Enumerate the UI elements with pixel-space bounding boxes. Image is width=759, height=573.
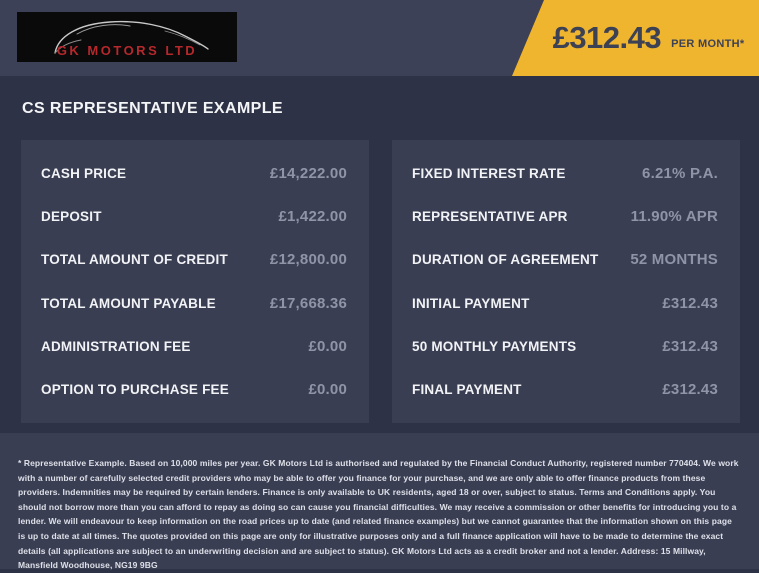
finance-panel-left: CASH PRICE £14,222.00 DEPOSIT £1,422.00 … bbox=[21, 140, 369, 423]
disclaimer-text: * Representative Example. Based on 10,00… bbox=[18, 458, 739, 571]
row-label: 50 MONTHLY PAYMENTS bbox=[412, 338, 577, 354]
header: GK MOTORS LTD £312.43 PER MONTH* bbox=[0, 0, 759, 76]
row-label: INITIAL PAYMENT bbox=[412, 295, 530, 311]
row-value: 6.21% P.A. bbox=[642, 165, 718, 183]
row-label: FINAL PAYMENT bbox=[412, 381, 522, 397]
row-value: £312.43 bbox=[662, 380, 718, 398]
finance-row-option-to-purchase-fee: OPTION TO PURCHASE FEE £0.00 bbox=[41, 381, 347, 398]
row-value: £12,800.00 bbox=[269, 251, 347, 269]
page-title: CS REPRESENTATIVE EXAMPLE bbox=[22, 100, 283, 117]
monthly-price-amount: £312.43 bbox=[552, 20, 662, 55]
dealer-logo[interactable]: GK MOTORS LTD bbox=[17, 12, 237, 62]
row-label: OPTION TO PURCHASE FEE bbox=[41, 381, 229, 397]
finance-row-total-credit: TOTAL AMOUNT OF CREDIT £12,800.00 bbox=[41, 251, 347, 268]
monthly-price-banner: £312.43 PER MONTH* bbox=[512, 0, 759, 76]
row-value: £0.00 bbox=[308, 337, 347, 355]
finance-row-cash-price: CASH PRICE £14,222.00 bbox=[41, 165, 347, 182]
row-label: ADMINISTRATION FEE bbox=[41, 338, 191, 354]
logo-brand-text: GK MOTORS LTD bbox=[57, 43, 197, 58]
row-label: TOTAL AMOUNT PAYABLE bbox=[41, 295, 216, 311]
footer: * Representative Example. Based on 10,00… bbox=[0, 433, 759, 570]
row-value: £312.43 bbox=[662, 294, 718, 312]
finance-row-representative-apr: REPRESENTATIVE APR 11.90% APR bbox=[412, 208, 718, 225]
row-value: £0.00 bbox=[308, 380, 347, 398]
car-silhouette-icon: GK MOTORS LTD bbox=[54, 20, 209, 58]
finance-panel-right: FIXED INTEREST RATE 6.21% P.A. REPRESENT… bbox=[392, 140, 740, 423]
row-label: DEPOSIT bbox=[41, 209, 102, 225]
row-label: REPRESENTATIVE APR bbox=[412, 209, 568, 225]
row-label: CASH PRICE bbox=[41, 166, 127, 182]
finance-row-total-payable: TOTAL AMOUNT PAYABLE £17,668.36 bbox=[41, 295, 347, 312]
row-value: 11.90% APR bbox=[630, 208, 718, 226]
row-value: £17,668.36 bbox=[269, 294, 347, 312]
row-value: £312.43 bbox=[662, 337, 718, 355]
finance-row-initial-payment: INITIAL PAYMENT £312.43 bbox=[412, 295, 718, 312]
finance-panels: CASH PRICE £14,222.00 DEPOSIT £1,422.00 … bbox=[21, 140, 740, 423]
row-value: 52 MONTHS bbox=[630, 251, 718, 269]
finance-row-fixed-interest-rate: FIXED INTEREST RATE 6.21% P.A. bbox=[412, 165, 718, 182]
finance-row-duration: DURATION OF AGREEMENT 52 MONTHS bbox=[412, 251, 718, 268]
monthly-price-period: PER MONTH* bbox=[671, 38, 745, 50]
row-value: £1,422.00 bbox=[278, 208, 347, 226]
row-label: FIXED INTEREST RATE bbox=[412, 166, 566, 182]
finance-row-monthly-payments: 50 MONTHLY PAYMENTS £312.43 bbox=[412, 338, 718, 355]
finance-row-final-payment: FINAL PAYMENT £312.43 bbox=[412, 381, 718, 398]
row-value: £14,222.00 bbox=[269, 165, 347, 183]
finance-row-admin-fee: ADMINISTRATION FEE £0.00 bbox=[41, 338, 347, 355]
main-content: CS REPRESENTATIVE EXAMPLE CASH PRICE £14… bbox=[0, 100, 759, 423]
row-label: DURATION OF AGREEMENT bbox=[412, 252, 599, 268]
row-label: TOTAL AMOUNT OF CREDIT bbox=[41, 252, 228, 268]
finance-row-deposit: DEPOSIT £1,422.00 bbox=[41, 208, 347, 225]
